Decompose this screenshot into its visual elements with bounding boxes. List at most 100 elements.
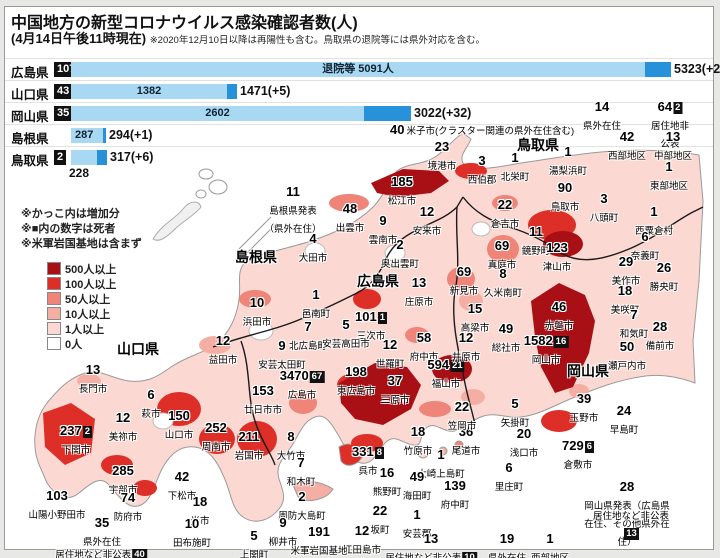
case-count: 42: [619, 129, 635, 144]
case-count: 7: [630, 307, 638, 322]
case-count: 139: [444, 478, 466, 493]
place-name: 津山市: [542, 262, 572, 273]
place-name: 県外在住: [582, 121, 622, 132]
chugoku-map-graphic: [34, 132, 704, 522]
legend-item: 1人以上: [47, 321, 116, 336]
map-label: 13 長門市: [79, 361, 108, 397]
map-label: 15 高梁市: [461, 300, 490, 336]
case-count: 1: [564, 144, 572, 159]
map-label: 198 東広島市: [337, 363, 375, 399]
legend-swatch: [47, 337, 61, 350]
map-label: 24 早島町: [610, 402, 639, 438]
place-name: 雲南市: [368, 235, 398, 246]
map-label: 6 奈義町: [631, 228, 660, 264]
case-count: 22: [497, 197, 513, 212]
case-count: 3470 67: [279, 368, 325, 383]
deaths-badge: 43: [54, 84, 73, 99]
place-name: 和気町: [619, 329, 649, 340]
infographic-canvas: 中国地方の新型コロナウイルス感染確認者数(人) (4月14日午後11時現在) ※…: [4, 6, 720, 558]
map-label: 48 出雲市: [336, 200, 365, 236]
place-name: 西粟倉村: [634, 226, 674, 237]
map-label: 237 2 下関市: [60, 422, 92, 458]
place-name: 周南市: [201, 442, 231, 453]
case-count: 74: [120, 490, 136, 505]
deaths-badge: 8: [374, 447, 384, 459]
place-name: 県外在住: [488, 553, 526, 558]
case-count: 69: [494, 238, 510, 253]
place-name: 浅口市: [509, 448, 539, 459]
case-count: 9: [278, 338, 286, 353]
map-label: 18 竹原市: [404, 423, 433, 459]
place-name: 和木町: [286, 477, 316, 488]
map-label: 123 津山市: [543, 239, 572, 275]
map-label: 101 1 三次市: [355, 308, 387, 344]
map-label: 12 井原市: [452, 329, 481, 365]
map-notes: ※かっこ内は増加分 ※■内の数字は死者 ※米軍岩国基地は含まず: [21, 208, 142, 250]
map-label: 22 坂町: [370, 502, 389, 538]
place-name: 北栄町: [500, 172, 530, 183]
map-label: 3 西伯郡: [468, 152, 497, 188]
active-bar: [103, 128, 106, 143]
place-name: 県外在住: [82, 537, 122, 548]
case-count: 12: [458, 330, 474, 345]
place-name: 総社市: [491, 343, 521, 354]
place-name: 大田市: [298, 253, 328, 264]
place-name: 瀬戸内市: [607, 361, 647, 372]
place-name: 玉野市: [569, 413, 599, 424]
case-count: 15: [467, 301, 483, 316]
place-name: 笠岡市: [447, 421, 477, 432]
page-subtitle: (4月14日午後11時現在) ※2020年12月10日以降は再陽性も含む。鳥取県…: [11, 28, 485, 47]
prefecture-name: 岡山県: [11, 110, 49, 124]
map-label: 5 安芸高田市: [322, 316, 370, 352]
place-name: 熊野町: [372, 487, 402, 498]
place-name: 下松市: [167, 491, 197, 502]
case-count: 3: [600, 191, 608, 206]
legend-label: 0人: [65, 338, 83, 351]
map-label: 252 周南市: [202, 419, 231, 455]
map-label: 1582 16 岡山市: [524, 332, 569, 368]
map-label: 3470 67 広島市: [280, 367, 325, 403]
total-label: 5323(+28): [674, 62, 720, 76]
case-count: 50: [619, 339, 635, 354]
place-name: 奈義町: [630, 251, 660, 262]
place-name: 米子市(クラスター関連の県外在住含む): [406, 126, 575, 137]
map-label: 9 雲南市: [369, 212, 398, 248]
place-name: 居住地など非公表10: [385, 552, 477, 558]
place-name: 中部地区: [653, 151, 693, 162]
map-label: 18 光市: [190, 493, 209, 529]
place-name: 倉敷市: [563, 460, 593, 471]
deaths-badge: 6: [584, 441, 594, 453]
map-label: 20 浅口市: [510, 425, 539, 461]
map-label: 9 安芸太田町: [258, 337, 306, 373]
map-label: 69 新見市: [450, 263, 479, 299]
map-label: 26 勝央町: [650, 259, 679, 295]
map-label: 40 米子市(クラスター関連の県外在住含む): [390, 121, 574, 139]
case-count: 10: [184, 516, 200, 531]
map-label: 8 大竹市: [277, 428, 306, 464]
case-count: 5: [250, 528, 258, 543]
case-count: 2: [298, 489, 306, 504]
total-label: 317(+6): [110, 150, 154, 164]
place-name: 米軍岩国基地: [290, 546, 348, 557]
case-count: 39: [576, 391, 592, 406]
case-count: 36: [458, 424, 474, 439]
case-count: 20: [516, 426, 532, 441]
map-label: 11 島根県発表 （県外在住）: [264, 183, 321, 237]
place-name: 美祢市: [108, 432, 138, 443]
place-name: 美咲町: [610, 305, 640, 316]
active-bar: [364, 106, 411, 121]
legend-label: 100人以上: [65, 278, 117, 291]
place-name: 大崎上島町: [417, 469, 465, 480]
map-label: 1 西粟倉村: [635, 203, 673, 239]
bar-row-島根県: 島根県 287 294(+1): [5, 124, 713, 147]
map-legend: 500人以上 100人以上 50人以上 10人以上 1人以上 0人: [47, 261, 116, 351]
case-count: 4: [309, 231, 317, 246]
place-name: 西部地区: [531, 553, 569, 558]
place-name: 鏡野町: [521, 246, 551, 257]
place-name: 海田町: [402, 491, 432, 502]
deaths-badge: 21: [450, 360, 465, 372]
legend-label: 1人以上: [65, 323, 105, 336]
map-label: 1 安芸郡: [403, 506, 432, 542]
map-label: 12 益田市: [209, 332, 238, 368]
